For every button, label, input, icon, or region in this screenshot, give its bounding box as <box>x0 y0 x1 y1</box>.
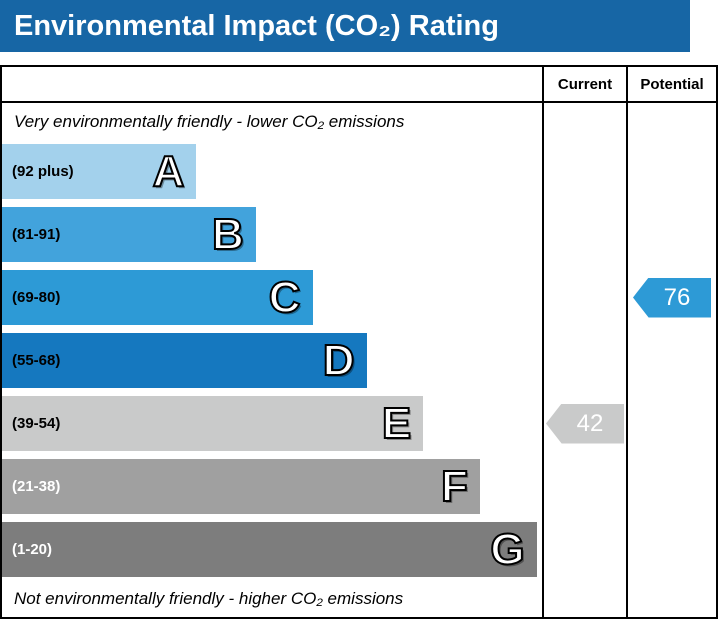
bands: (92 plus) A (81-91) B (69-80) C 76 (55-68) D (39-… <box>2 140 716 581</box>
band-bar-f: (21-38) F <box>2 459 480 514</box>
band-range-label: (55-68) <box>12 352 61 369</box>
band-row-g: (1-20) G <box>2 518 716 581</box>
bottom-note-text: Not environmentally friendly - higher CO… <box>14 589 404 608</box>
band-letter: E <box>381 398 412 448</box>
band-letter: G <box>489 524 525 574</box>
band-bar-a: (92 plus) A <box>2 144 197 199</box>
band-bar-c: (69-80) C <box>2 270 313 325</box>
page-title: Environmental Impact (CO₂) Rating <box>14 9 499 42</box>
band-chart-cell: (1-20) G <box>2 518 542 581</box>
band-letter: F <box>440 461 469 511</box>
band-row-b: (81-91) B <box>2 203 716 266</box>
current-cell-empty <box>542 103 626 140</box>
potential-cell-g <box>626 518 716 581</box>
band-bar-b: (81-91) B <box>2 207 256 262</box>
header-chart-cell <box>2 67 542 101</box>
band-range-label: (69-80) <box>12 289 61 306</box>
band-row-a: (92 plus) A <box>2 140 716 203</box>
band-chart-cell: (81-91) B <box>2 203 542 266</box>
bottom-note-row: Not environmentally friendly - higher CO… <box>2 581 716 617</box>
potential-cell-b <box>626 203 716 266</box>
band-bar-d: (55-68) D <box>2 333 367 388</box>
band-bar-e: (39-54) E <box>2 396 424 451</box>
band-chart-cell: (21-38) F <box>2 455 542 518</box>
current-cell-f <box>542 455 626 518</box>
band-letter: A <box>152 146 186 196</box>
band-bar-g: (1-20) G <box>2 522 537 577</box>
potential-cell-c: 76 <box>626 266 716 329</box>
potential-column-label: Potential <box>640 75 704 93</box>
potential-cell-f <box>626 455 716 518</box>
band-letter: D <box>322 335 356 385</box>
top-note-row: Very environmentally friendly - lower CO… <box>2 103 716 140</box>
column-header-current: Current <box>542 67 626 101</box>
current-cell-b <box>542 203 626 266</box>
band-chart-cell: (55-68) D <box>2 329 542 392</box>
current-rating-value: 42 <box>576 409 604 437</box>
column-header-potential: Potential <box>626 67 716 101</box>
current-rating-arrow: 42 <box>546 403 624 444</box>
current-cell-d <box>542 329 626 392</box>
band-letter: C <box>268 272 302 322</box>
potential-rating-arrow: 76 <box>633 277 711 318</box>
bottom-note-cell: Not environmentally friendly - higher CO… <box>2 581 542 617</box>
table-header-row: Current Potential <box>2 67 716 103</box>
band-range-label: (92 plus) <box>12 163 74 180</box>
potential-cell-d <box>626 329 716 392</box>
current-column-label: Current <box>557 75 613 93</box>
band-chart-cell: (69-80) C <box>2 266 542 329</box>
band-row-e: (39-54) E 42 <box>2 392 716 455</box>
title-bar: Environmental Impact (CO₂) Rating <box>0 0 690 52</box>
band-range-label: (81-91) <box>12 226 61 243</box>
potential-rating-value: 76 <box>663 283 691 311</box>
epc-rating-table: Current Potential Very environmentally f… <box>0 65 718 619</box>
band-chart-cell: (92 plus) A <box>2 140 542 203</box>
current-cell-empty <box>542 581 626 617</box>
band-chart-cell: (39-54) E <box>2 392 542 455</box>
band-letter: B <box>211 209 245 259</box>
band-range-label: (39-54) <box>12 415 61 432</box>
band-range-label: (21-38) <box>12 478 61 495</box>
current-cell-a <box>542 140 626 203</box>
band-row-d: (55-68) D <box>2 329 716 392</box>
band-row-c: (69-80) C 76 <box>2 266 716 329</box>
potential-cell-e <box>626 392 716 455</box>
band-range-label: (1-20) <box>12 541 53 558</box>
current-cell-g <box>542 518 626 581</box>
top-note-cell: Very environmentally friendly - lower CO… <box>2 103 542 140</box>
band-row-f: (21-38) F <box>2 455 716 518</box>
top-note-text: Very environmentally friendly - lower CO… <box>14 111 405 131</box>
potential-cell-a <box>626 140 716 203</box>
current-cell-c <box>542 266 626 329</box>
current-cell-e: 42 <box>542 392 626 455</box>
potential-cell-empty <box>626 103 716 140</box>
potential-cell-empty <box>626 581 716 617</box>
